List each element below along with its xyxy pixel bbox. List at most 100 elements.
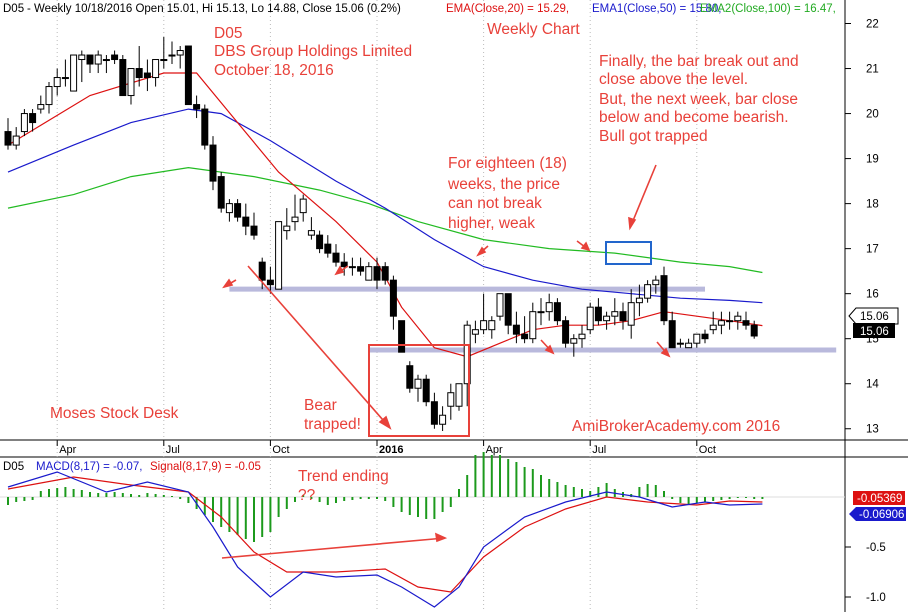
arrow-trend-ending [221,537,446,559]
macd-pane: -0.5 -1.0 [0,452,886,608]
candle-body [512,324,520,335]
candle-body [389,279,397,317]
candle-body [701,333,709,340]
ema-lines [7,72,763,358]
candle-body [439,414,447,425]
y-tick-label: 13 [866,424,879,436]
candle-body [258,261,266,281]
candle-body [94,54,102,65]
annotation-breakout-3: But, the next week, bar close [599,91,798,108]
candle-body [4,131,12,146]
candle-body [78,54,86,61]
candle-body [562,320,570,344]
candle-body [488,320,496,331]
candle-body [652,279,660,286]
candle-body [20,113,28,133]
candle-body [168,54,176,57]
candle-body [578,333,586,340]
x-tick-label: Oct [272,444,289,456]
candle-body [225,203,233,214]
macd-header-signal: Signal(8,17,9) = -0.05 [150,461,261,473]
annotation-bear-2: trapped! [304,416,361,433]
candle-body [176,50,184,56]
annotation-breakout-1: Finally, the bar break out and [599,53,799,70]
macd-header-symbol: D05 [3,461,24,473]
candle-body [627,302,635,326]
candle-body [480,320,488,331]
x-tick-label: Jul [166,444,180,456]
macd-value-label: -0.06906 [859,509,904,521]
annotation-breakout-5: Bull got trapped [599,128,708,145]
arrow-bear-trap [247,265,391,429]
candle-body [307,230,315,236]
candle-body [734,315,742,322]
signal-line [7,476,763,593]
candle-body [726,320,734,323]
annotation-academy: AmiBrokerAcademy.com 2016 [572,418,780,435]
y-tick-label: 20 [866,109,879,121]
macd-line [7,471,763,608]
candle-body [160,59,168,62]
annotation-title-date: October 18, 2016 [214,62,334,79]
signal-value-box [853,491,905,505]
candle-body [750,324,758,337]
annotation-desk: Moses Stock Desk [50,405,179,422]
candle-body [86,54,94,65]
candle-body [357,266,365,272]
x-tick-label: Oct [699,444,716,456]
candle-body [668,320,676,349]
x-tick-label: Apr [486,444,503,456]
candle-body [447,392,455,407]
candle-body [619,311,627,322]
candle-body [521,333,529,340]
y-tick-label: 14 [866,379,879,391]
annotation-title-symbol: D05 [214,25,242,42]
candle-body [398,320,406,353]
candle-body [685,342,693,349]
time-x-ticks: Apr Jul Oct 2016 Apr Jul Oct [56,440,716,456]
candle-body [603,315,611,322]
candle-body [45,86,53,106]
candle-body [717,320,725,326]
candle-body [127,68,135,97]
macd-header-macd: MACD(8,17) = -0.07, [36,461,142,473]
last-close-label: 15.06 [860,311,889,323]
candle-body [471,329,479,335]
candle-body [594,306,602,322]
y-tick-label: 18 [866,199,879,211]
candle-body [365,266,373,281]
candle-body [332,252,340,263]
candlestick-series [4,37,758,431]
x-tick-label: Jul [592,444,606,456]
bear-trap-box [368,344,470,437]
candle-body [299,198,307,214]
annotation-eighteen-1: For eighteen (18) [448,155,567,172]
candle-body [152,59,160,79]
candle-body [275,221,283,290]
candle-body [135,68,143,79]
candle-body [12,135,20,146]
macd-value-box [849,507,906,521]
candle-body [291,216,299,223]
candle-body [676,342,684,345]
annotation-trend-question: ?? [298,487,316,504]
macd-y-tick-label: -0.5 [866,542,886,554]
y-tick-label: 17 [866,244,879,256]
candle-body [111,54,119,61]
ema100-line [7,166,763,274]
header-ema20: EMA(Close,20) = 15.29, [446,3,569,15]
annotation-eighteen-3: can not break [448,195,542,212]
candle-body [61,77,69,80]
candle-body [70,54,78,92]
support-resistance-levels [229,286,837,353]
annotation-breakout-4: below and become bearish. [599,109,789,126]
candle-body [316,234,324,250]
y-tick-label: 22 [866,19,879,31]
candle-body [250,225,258,236]
candle-body [143,72,151,79]
candle-body [693,333,701,344]
annotation-bear-1: Bear [304,397,337,414]
annotation-trend-ending: Trend ending [298,468,389,485]
